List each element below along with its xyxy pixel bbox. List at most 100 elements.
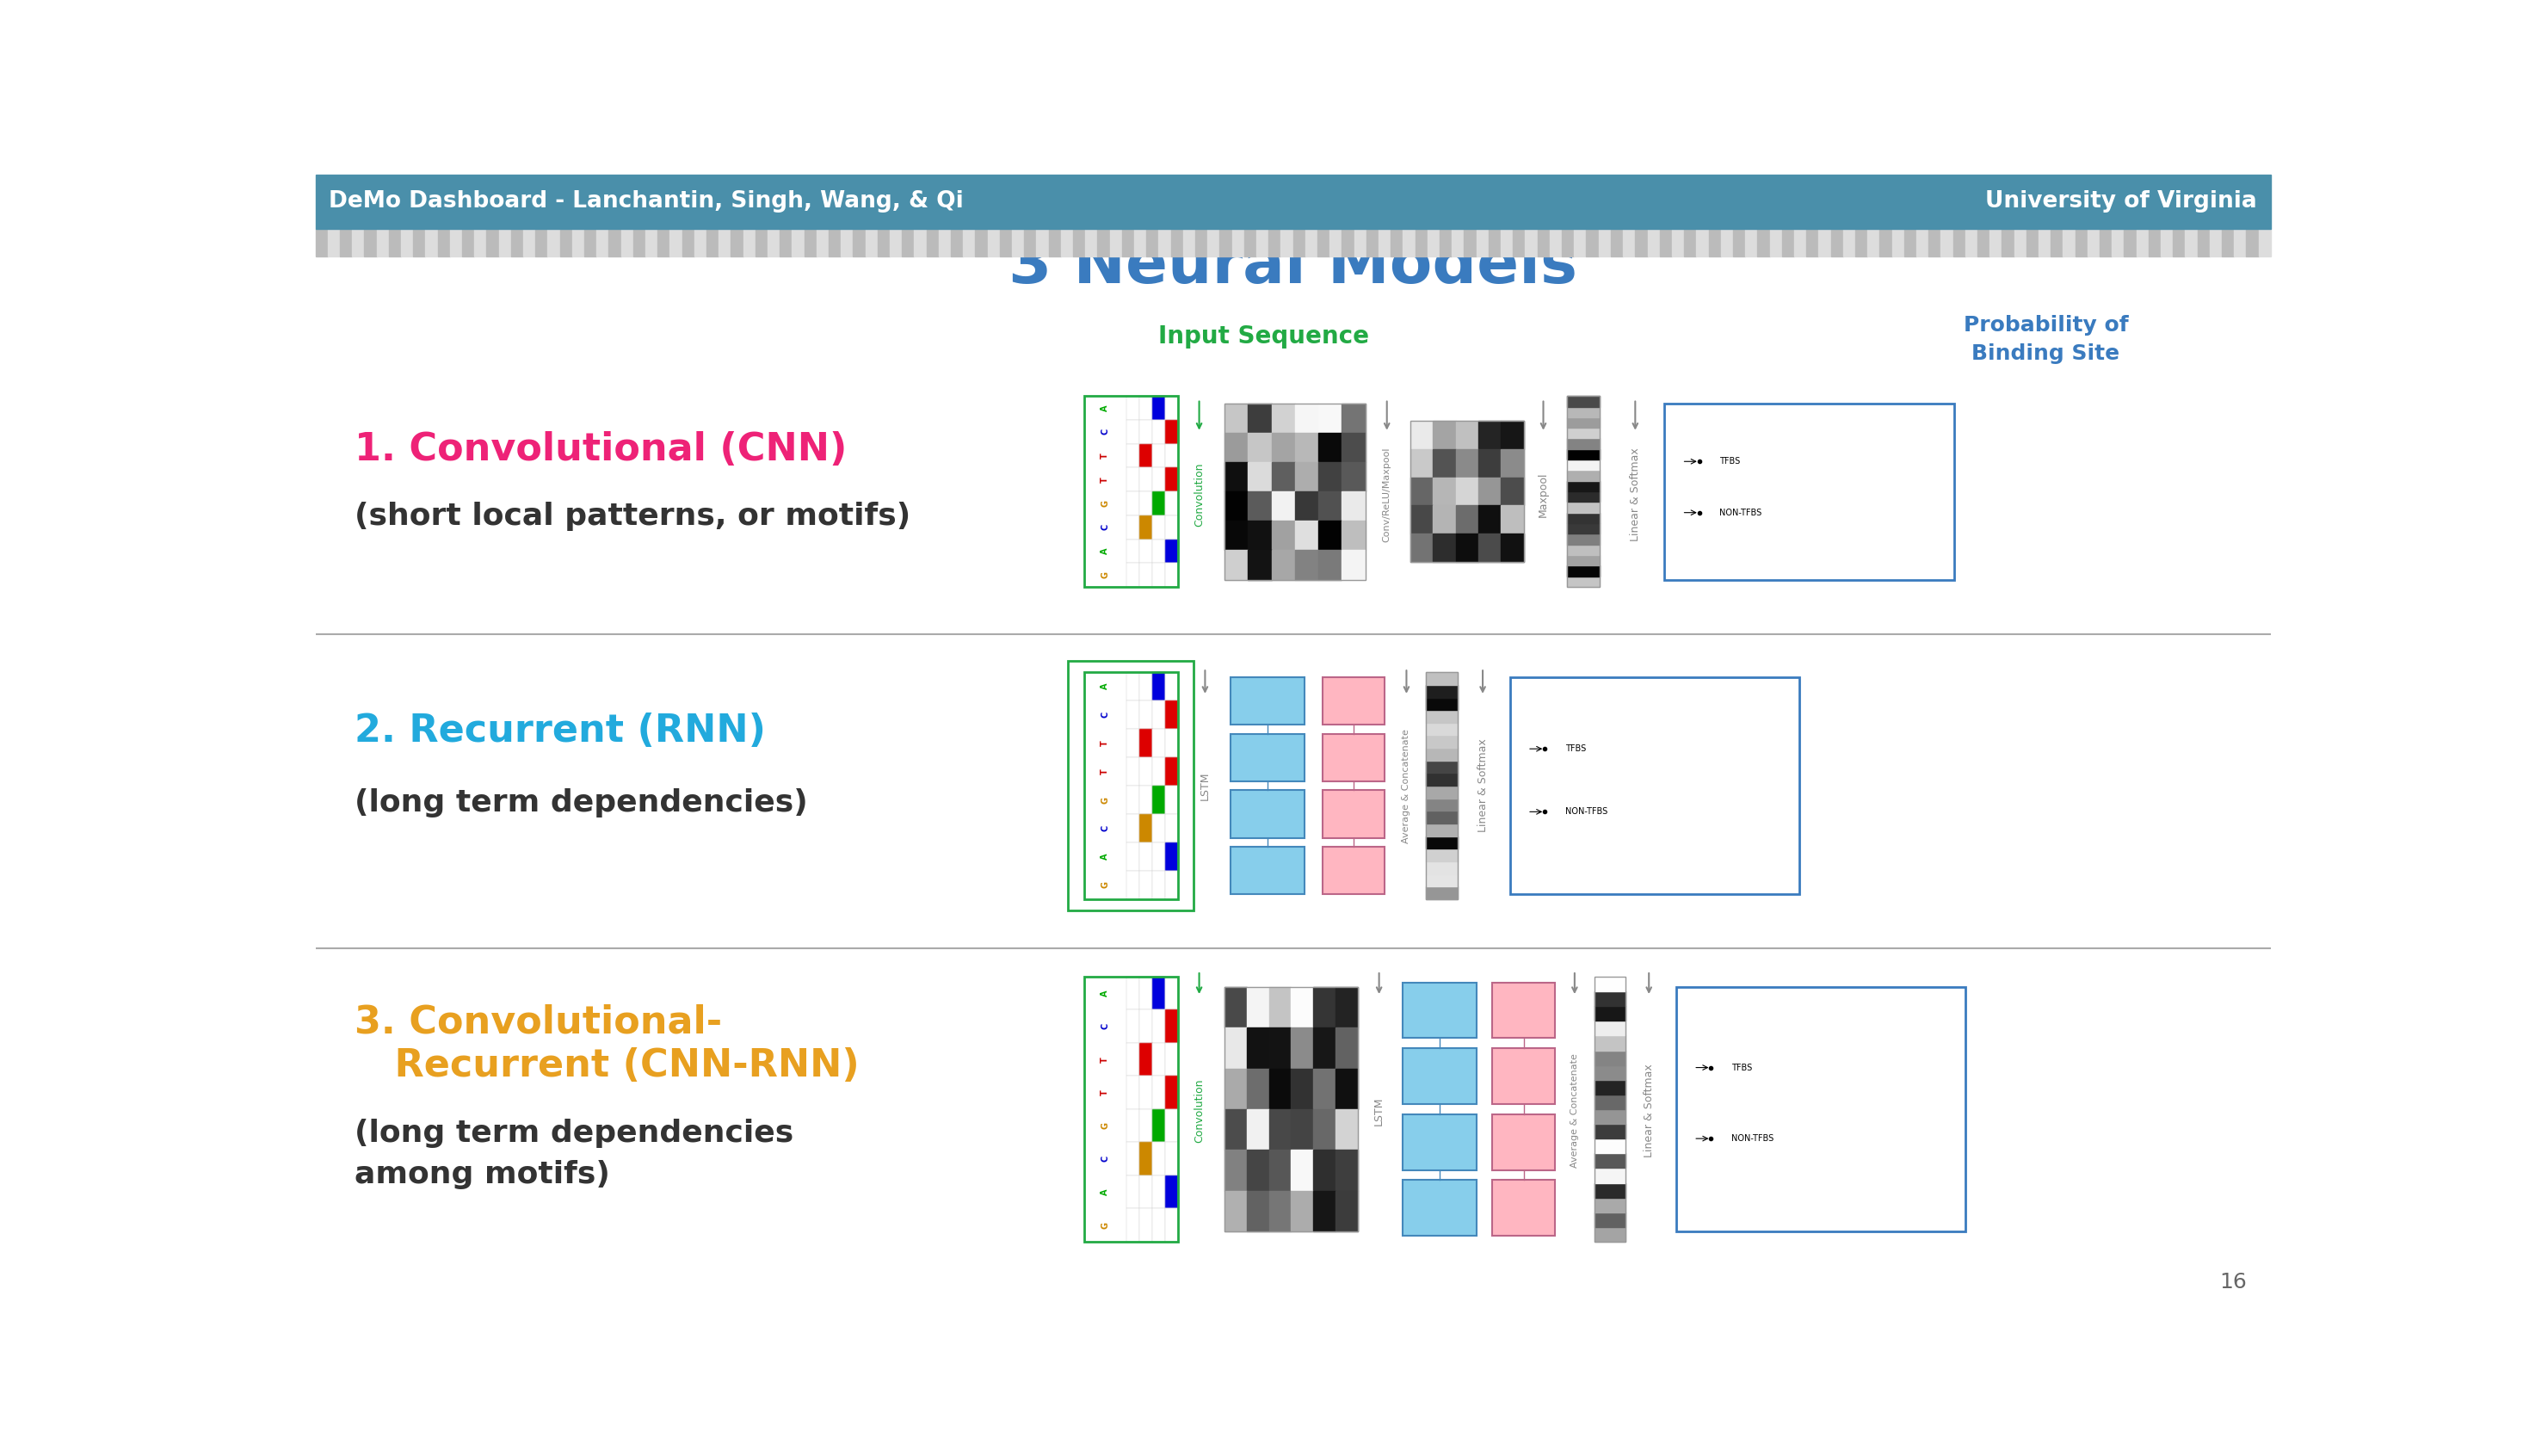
Text: T: T (1100, 476, 1110, 482)
Bar (1342, 229, 1355, 256)
Bar (1675, 987, 1965, 1232)
Bar (1567, 470, 1600, 480)
Bar (1854, 229, 1867, 256)
Bar (1125, 539, 1138, 563)
Bar (1125, 467, 1138, 492)
Bar (1085, 229, 1098, 256)
Text: NON-TFBS: NON-TFBS (1564, 808, 1607, 815)
Text: G: G (1100, 1222, 1110, 1229)
Bar (1153, 673, 1166, 700)
Bar (1166, 729, 1178, 757)
Bar (1138, 563, 1153, 587)
Bar (999, 229, 1012, 256)
Bar (1125, 1143, 1138, 1175)
Bar (1153, 563, 1166, 587)
Bar (1292, 1069, 1314, 1109)
Bar (732, 229, 744, 256)
Bar (1403, 1181, 1476, 1236)
Bar (1246, 1109, 1269, 1150)
Bar (1153, 700, 1166, 729)
Bar (1085, 396, 1125, 587)
Bar (1166, 1010, 1178, 1042)
Bar (1456, 534, 1478, 562)
Bar (1125, 700, 1138, 729)
Bar (817, 229, 828, 256)
Bar (1314, 1109, 1335, 1150)
Bar (1403, 1048, 1476, 1104)
Bar (1138, 1109, 1153, 1143)
Bar (1494, 983, 1554, 1038)
Bar (1138, 539, 1153, 563)
Bar (1595, 1080, 1625, 1095)
Text: DeMo Dashboard - Lanchantin, Singh, Wang, & Qi: DeMo Dashboard - Lanchantin, Singh, Wang… (328, 191, 964, 213)
Bar (1256, 229, 1269, 256)
Bar (1514, 229, 1526, 256)
Bar (1567, 545, 1600, 555)
Bar (1425, 786, 1458, 798)
Bar (1249, 550, 1272, 579)
Text: A: A (1100, 405, 1110, 411)
Bar (2198, 229, 2210, 256)
Bar (1153, 1208, 1166, 1242)
Bar (1125, 1076, 1138, 1109)
Bar (1456, 421, 1478, 448)
Bar (1166, 539, 1178, 563)
Bar (1138, 1143, 1153, 1175)
Bar (1219, 229, 1231, 256)
Bar (1138, 539, 1153, 563)
Bar (2112, 229, 2124, 256)
Bar (1342, 521, 1365, 550)
Bar (1456, 505, 1478, 534)
Bar (1125, 1175, 1138, 1208)
Bar (1595, 1139, 1625, 1153)
Bar (853, 229, 865, 256)
Bar (1166, 1175, 1178, 1208)
Bar (1153, 1175, 1166, 1208)
Bar (1685, 229, 1695, 256)
Bar (1673, 229, 1685, 256)
Bar (1595, 1021, 1625, 1035)
Bar (1125, 673, 1138, 700)
Bar (1166, 419, 1178, 444)
Bar (1314, 1069, 1335, 1109)
Bar (1125, 563, 1138, 587)
Bar (986, 229, 999, 256)
Bar (1595, 992, 1625, 1006)
Bar (1294, 229, 1304, 256)
Bar (1600, 229, 1610, 256)
Bar (1224, 550, 1249, 579)
Bar (1314, 987, 1335, 1028)
Bar (1138, 786, 1153, 814)
Bar (1153, 515, 1166, 539)
Bar (1781, 229, 1794, 256)
Bar (1806, 229, 1819, 256)
Bar (1335, 1069, 1357, 1109)
Bar (1425, 748, 1458, 760)
Bar (1166, 1143, 1178, 1175)
Bar (1224, 987, 1246, 1028)
Bar (926, 229, 939, 256)
Bar (706, 229, 719, 256)
Bar (1125, 1076, 1138, 1109)
Bar (1595, 1197, 1625, 1213)
Bar (1153, 977, 1166, 1010)
Bar (1733, 229, 1746, 256)
Bar (2172, 229, 2185, 256)
Bar (1166, 539, 1178, 563)
Bar (903, 229, 913, 256)
Bar (1991, 229, 2001, 256)
Bar (1269, 1109, 1292, 1150)
Bar (315, 229, 328, 256)
Bar (1428, 229, 1441, 256)
Bar (1138, 1076, 1153, 1109)
Text: (long term dependencies): (long term dependencies) (353, 788, 807, 817)
Bar (1158, 229, 1171, 256)
Bar (828, 229, 840, 256)
Text: Recurrent (CNN-RNN): Recurrent (CNN-RNN) (353, 1047, 860, 1085)
Bar (1153, 729, 1166, 757)
Bar (1478, 421, 1501, 448)
Bar (1322, 677, 1385, 725)
Text: T: T (1100, 769, 1110, 775)
Bar (1166, 492, 1178, 515)
Bar (1138, 1208, 1153, 1242)
